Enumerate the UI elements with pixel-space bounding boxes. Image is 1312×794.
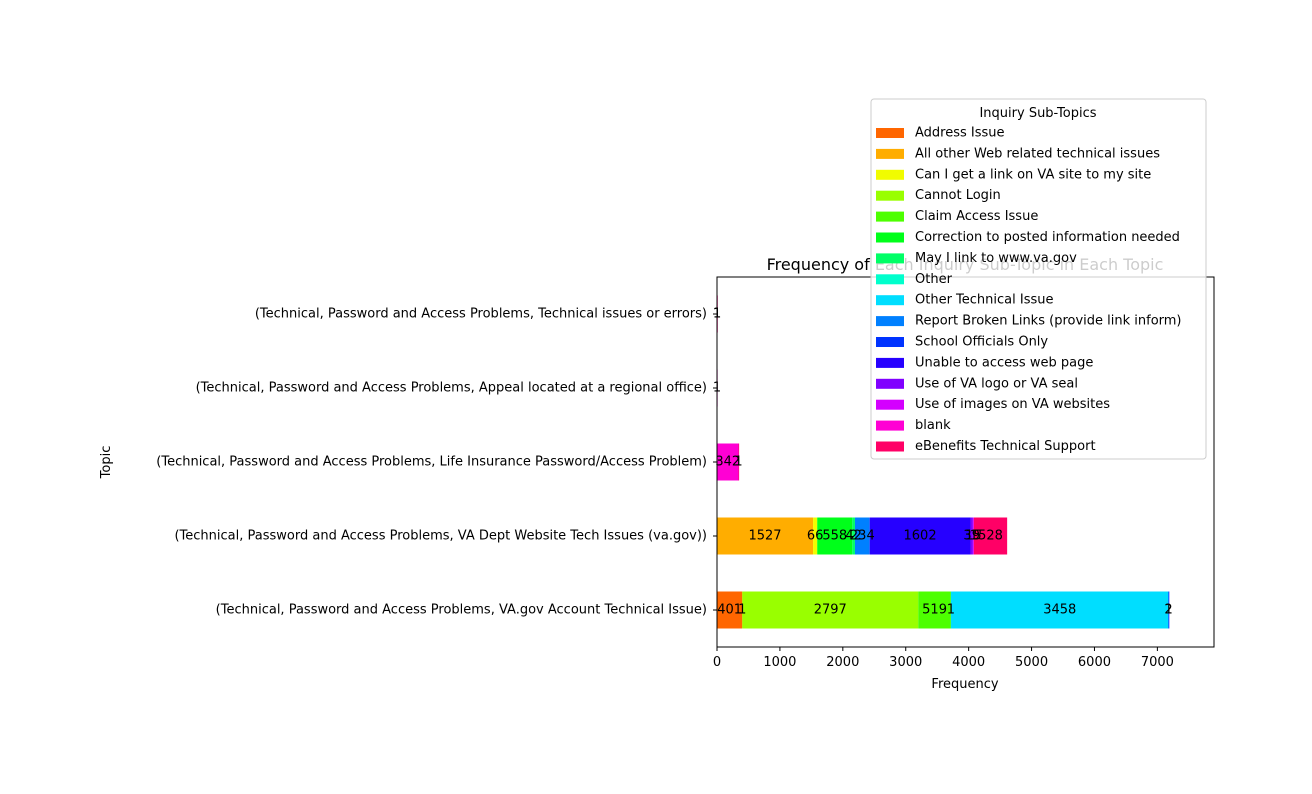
legend-label: blank [915,418,951,433]
bar-segment [852,517,855,555]
data-label: 1 [734,455,742,470]
y-tick-label: (Technical, Password and Access Problems… [216,603,707,618]
legend-swatch [876,169,904,180]
x-tick-label: 4000 [952,655,985,670]
legend-swatch [876,274,904,285]
data-label: 66 [807,529,824,544]
data-label: 1 [947,603,955,618]
legend-label: School Officials Only [915,335,1048,350]
legend-label: Correction to posted information needed [915,230,1180,245]
legend-swatch [876,190,904,201]
x-tick-label: 2000 [826,655,859,670]
x-axis-label: Frequency [931,677,998,692]
x-tick-label: 1000 [763,655,796,670]
legend-label: Use of VA logo or VA seal [915,376,1078,391]
x-axis: 0 1000 2000 3000 4000 5000 6000 7000 [713,647,1174,670]
legend-label: Report Broken Links (provide link inform… [915,314,1182,329]
legend-swatch [876,441,904,452]
x-tick-label: 5000 [1015,655,1048,670]
legend-swatch [876,420,904,431]
legend-label: Cannot Login [915,188,1001,203]
legend-swatch [876,357,904,368]
data-label: 2 [1164,603,1172,618]
data-label: 39 [963,529,980,544]
data-label: 528 [978,529,1003,544]
legend-swatch [876,399,904,410]
data-label: 2797 [814,603,847,618]
data-label: 1 [1165,603,1173,618]
legend-swatch [876,378,904,389]
legend-label: Claim Access Issue [915,209,1038,224]
legend-items: Address Issue All other Web related techn… [876,126,1182,454]
bar-segment [742,591,919,629]
data-label: 1 [738,603,746,618]
bar-segment [972,517,974,555]
legend-label: All other Web related technical issues [915,146,1160,161]
legend-label: Use of images on VA websites [915,397,1110,412]
legend-label: Can I get a link on VA site to my site [915,167,1151,182]
bar-segment [950,591,1169,629]
data-label: 519 [922,603,947,618]
bar-segment [738,443,740,481]
bar-segment [817,517,853,555]
y-tick-label: (Technical, Password and Access Problems… [196,381,707,396]
bar-segment [717,517,814,555]
legend-label: May I link to www.va.gov [915,251,1077,266]
data-label: 342 [715,455,740,470]
y-axis-label: Topic [99,446,114,480]
data-label: 3458 [1043,603,1076,618]
legend-swatch [876,128,904,138]
legend-label: eBenefits Technical Support [915,439,1096,454]
legend-swatch [876,337,904,347]
data-label: 401 [717,603,742,618]
legend-swatch [876,253,904,264]
data-label: 1 [970,529,978,544]
legend: Inquiry Sub-Topics Address Issue All othe… [870,98,1207,460]
bar-segment [717,591,743,629]
data-label: 558 [822,529,847,544]
legend-label: Other [915,272,953,287]
data-label: 15 [965,529,982,544]
bars-layer [717,295,1170,629]
y-tick-label: (Technical, Password and Access Problems… [156,455,707,470]
y-tick-label: (Technical, Password and Access Problems… [255,307,707,322]
bar-segment [717,443,739,481]
bar-segment [970,517,973,555]
bar-segment [869,517,971,555]
legend-swatch [876,316,904,327]
bar-segment [1168,591,1170,629]
data-label: 1527 [748,529,781,544]
data-label: 1602 [904,529,937,544]
bar-segment [973,517,1008,555]
x-tick-label: 3000 [889,655,922,670]
legend-swatch [876,232,904,243]
bar-segment [813,517,818,555]
data-label: 42 [845,529,862,544]
legend-swatch [876,211,904,222]
x-tick-label: 7000 [1141,655,1174,670]
legend-label: Other Technical Issue [915,293,1054,308]
y-tick-label: (Technical, Password and Access Problems… [174,529,707,544]
legend-swatch [876,295,904,306]
bar-segment [854,517,870,555]
legend-swatch [876,148,904,159]
legend-label: Unable to access web page [915,355,1093,370]
legend-title: Inquiry Sub-Topics [979,106,1096,121]
x-tick-label: 6000 [1078,655,1111,670]
legend-box [870,98,1207,460]
data-label: 234 [850,529,875,544]
y-axis: (Technical, Password and Access Problems… [156,307,717,618]
legend-label: Address Issue [915,126,1005,141]
bar-segment [918,591,951,629]
x-tick-label: 0 [713,655,721,670]
